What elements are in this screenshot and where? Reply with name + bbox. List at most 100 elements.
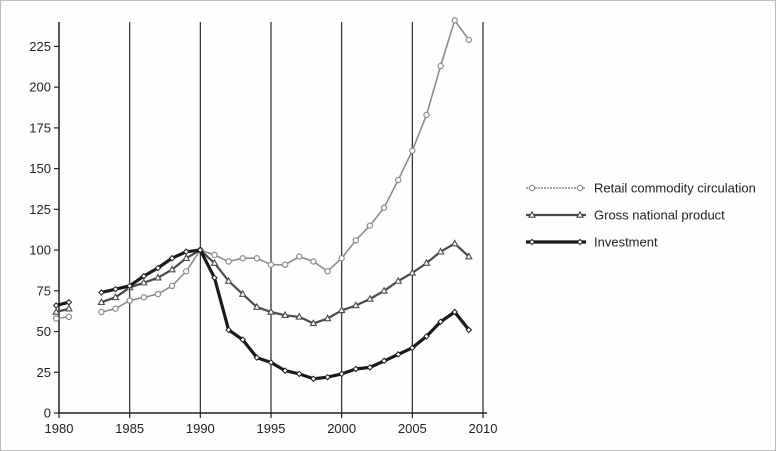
x-tick-label: 2000 — [327, 421, 356, 436]
data-point-circle — [395, 176, 402, 184]
data-point-diamond — [182, 248, 190, 256]
data-point-diamond — [380, 357, 388, 365]
data-point-triangle — [224, 276, 233, 284]
x-tick-label: 1995 — [257, 421, 286, 436]
y-tick-label: 100 — [29, 243, 51, 258]
data-point-diamond — [140, 272, 148, 280]
data-point-triangle — [309, 319, 318, 327]
data-point-diamond — [267, 359, 275, 366]
data-point-triangle — [111, 292, 120, 301]
data-point-circle — [52, 315, 60, 322]
data-point-circle — [182, 268, 190, 275]
data-point-diamond — [576, 238, 584, 246]
series-lines — [52, 17, 473, 383]
data-point-diamond — [154, 264, 162, 272]
data-point-diamond — [52, 302, 60, 309]
data-point-circle — [65, 313, 73, 321]
data-point-circle — [225, 258, 232, 265]
data-point-diamond — [253, 354, 261, 361]
data-point-triangle — [408, 268, 417, 276]
data-point-diamond — [310, 375, 317, 383]
data-point-triangle — [168, 265, 177, 273]
data-point-circle — [366, 222, 374, 229]
x-tick-label: 2005 — [398, 421, 427, 436]
legend-label: Gross national product — [594, 208, 725, 223]
legend-item: Retail commodity circulation — [526, 181, 756, 196]
data-point-circle — [168, 282, 176, 290]
data-point-circle — [437, 62, 444, 70]
data-point-circle — [239, 255, 246, 262]
data-point-circle — [281, 261, 289, 268]
data-point-diamond — [338, 370, 345, 378]
data-point-circle — [154, 290, 162, 298]
data-point-diamond — [528, 238, 536, 246]
data-point-triangle — [323, 314, 332, 322]
data-point-triangle — [139, 278, 148, 286]
data-point-circle — [409, 147, 416, 154]
x-tick-label: 1990 — [186, 421, 215, 436]
data-point-diamond — [465, 326, 473, 334]
data-point-diamond — [394, 351, 402, 358]
data-point-circle — [253, 255, 261, 262]
legend-item: Gross national product — [526, 208, 725, 223]
data-point-triangle — [97, 297, 106, 305]
x-tick-label: 2010 — [469, 421, 498, 436]
series-circle — [52, 17, 473, 322]
y-tick-label: 200 — [29, 80, 51, 95]
data-point-triangle — [238, 289, 247, 297]
data-point-triangle — [337, 306, 346, 314]
data-point-diamond — [295, 370, 303, 378]
series-triangle — [52, 239, 473, 327]
data-point-circle — [465, 36, 473, 44]
y-tick-label: 50 — [37, 324, 51, 339]
data-point-diamond — [409, 344, 416, 352]
data-point-circle — [211, 251, 218, 259]
y-tick-label: 75 — [37, 283, 51, 298]
data-point-triangle — [182, 253, 191, 261]
data-point-diamond — [98, 289, 105, 296]
data-point-circle — [576, 184, 584, 192]
legend: Retail commodity circulation Gross nation… — [526, 181, 756, 250]
data-point-diamond — [423, 333, 430, 340]
data-point-diamond — [65, 298, 73, 306]
data-point-triangle — [365, 294, 374, 302]
data-point-diamond — [225, 326, 232, 334]
data-point-diamond — [211, 274, 218, 282]
data-point-circle — [352, 237, 359, 244]
data-point-triangle — [252, 302, 261, 310]
y-tick-label: 175 — [29, 120, 51, 135]
data-point-circle — [338, 255, 345, 262]
data-point-circle — [267, 261, 275, 268]
data-point-triangle — [436, 247, 445, 255]
data-point-circle — [140, 294, 147, 301]
data-point-circle — [126, 297, 133, 304]
data-point-triangle — [464, 252, 473, 260]
data-point-triangle — [210, 258, 219, 266]
data-point-triangle — [528, 210, 536, 218]
data-point-circle — [451, 17, 458, 24]
data-point-triangle — [52, 307, 61, 315]
y-tick-label: 0 — [44, 406, 51, 421]
data-point-circle — [296, 253, 303, 260]
data-point-triangle — [64, 304, 73, 312]
data-point-diamond — [366, 364, 374, 371]
series-diamond — [52, 246, 473, 383]
legend-label: Investment — [594, 235, 658, 250]
legend-label: Retail commodity circulation — [594, 181, 756, 196]
data-point-diamond — [197, 246, 204, 254]
data-point-circle — [112, 305, 119, 312]
y-tick-label: 225 — [29, 39, 51, 54]
axes: 0 25 50 75 100 125 150 175 200 225 1980 1985 1990 199… — [29, 22, 497, 436]
data-point-diamond — [126, 282, 133, 290]
data-point-triangle — [281, 310, 290, 319]
data-point-circle — [324, 268, 331, 275]
data-point-triangle — [576, 210, 584, 218]
data-point-triangle — [450, 239, 459, 247]
data-point-diamond — [451, 308, 459, 316]
data-point-triangle — [351, 301, 360, 309]
data-point-diamond — [437, 318, 444, 326]
y-tick-label: 150 — [29, 161, 51, 176]
data-point-triangle — [422, 258, 431, 266]
y-tick-label: 25 — [37, 365, 51, 380]
